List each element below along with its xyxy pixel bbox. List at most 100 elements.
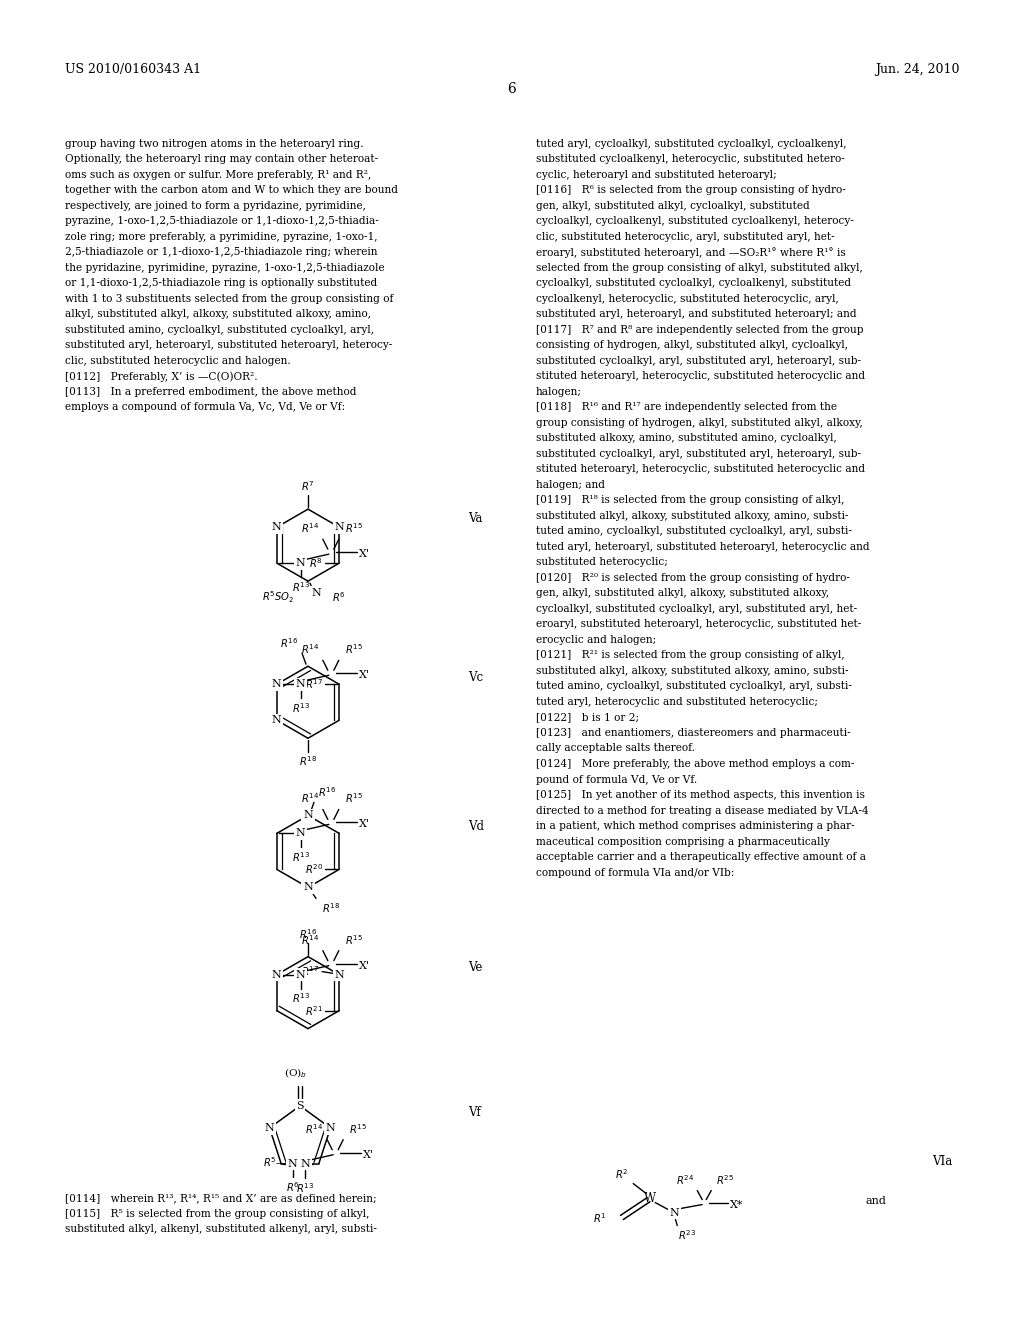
Text: substituted cycloalkenyl, heterocyclic, substituted hetero-: substituted cycloalkenyl, heterocyclic, … — [536, 154, 845, 164]
Text: [0124] More preferably, the above method employs a com-: [0124] More preferably, the above method… — [536, 759, 854, 770]
Text: N: N — [303, 882, 313, 892]
Text: [0122] b is 1 or 2;: [0122] b is 1 or 2; — [536, 713, 639, 722]
Text: N: N — [334, 970, 344, 979]
Text: [0116] R⁶ is selected from the group consisting of hydro-: [0116] R⁶ is selected from the group con… — [536, 185, 845, 195]
Text: $R^{15}$: $R^{15}$ — [345, 521, 362, 535]
Text: substituted alkyl, alkoxy, substituted alkoxy, amino, substi-: substituted alkyl, alkoxy, substituted a… — [536, 511, 848, 521]
Text: $R^{15}$: $R^{15}$ — [345, 933, 362, 946]
Text: $R^{14}$: $R^{14}$ — [301, 792, 318, 805]
Text: selected from the group consisting of alkyl, substituted alkyl,: selected from the group consisting of al… — [536, 263, 862, 273]
Text: cally acceptable salts thereof.: cally acceptable salts thereof. — [536, 743, 694, 754]
Text: VIa: VIa — [932, 1155, 952, 1168]
Text: substituted heterocyclic;: substituted heterocyclic; — [536, 557, 668, 568]
Text: $R^{23}$: $R^{23}$ — [678, 1229, 696, 1242]
Text: substituted alkyl, alkenyl, substituted alkenyl, aryl, substi-: substituted alkyl, alkenyl, substituted … — [65, 1225, 377, 1234]
Text: substituted amino, cycloalkyl, substituted cycloalkyl, aryl,: substituted amino, cycloalkyl, substitut… — [65, 325, 374, 335]
Text: employs a compound of formula Va, Vc, Vd, Ve or Vf:: employs a compound of formula Va, Vc, Vd… — [65, 403, 345, 412]
Text: $R^{18}$: $R^{18}$ — [299, 754, 317, 768]
Text: $R^{13}$: $R^{13}$ — [292, 701, 310, 715]
Text: N: N — [288, 1159, 298, 1168]
Text: $R^{14}$: $R^{14}$ — [305, 1122, 324, 1135]
Text: Vf: Vf — [468, 1106, 480, 1119]
Text: tuted amino, cycloalkyl, substituted cycloalkyl, aryl, substi-: tuted amino, cycloalkyl, substituted cyc… — [536, 681, 851, 692]
Text: $R^7$: $R^7$ — [301, 479, 314, 494]
Text: N: N — [296, 680, 306, 689]
Text: $R^1$: $R^1$ — [593, 1212, 606, 1225]
Text: substituted cycloalkyl, aryl, substituted aryl, heteroaryl, sub-: substituted cycloalkyl, aryl, substitute… — [536, 356, 860, 366]
Text: tuted aryl, cycloalkyl, substituted cycloalkyl, cycloalkenyl,: tuted aryl, cycloalkyl, substituted cycl… — [536, 139, 846, 149]
Text: substituted alkoxy, amino, substituted amino, cycloalkyl,: substituted alkoxy, amino, substituted a… — [536, 433, 837, 444]
Text: $R^6$: $R^6$ — [332, 590, 346, 605]
Text: N: N — [326, 1123, 335, 1133]
Text: $R^2$: $R^2$ — [614, 1167, 629, 1180]
Text: gen, alkyl, substituted alkyl, cycloalkyl, substituted: gen, alkyl, substituted alkyl, cycloalky… — [536, 201, 809, 211]
Text: clic, substituted heterocyclic, aryl, substituted aryl, het-: clic, substituted heterocyclic, aryl, su… — [536, 232, 835, 242]
Text: $R^{17}$: $R^{17}$ — [305, 677, 324, 692]
Text: 2,5-thiadiazole or 1,1-dioxo-1,2,5-thiadiazole ring; wherein: 2,5-thiadiazole or 1,1-dioxo-1,2,5-thiad… — [65, 247, 377, 257]
Text: cyclic, heteroaryl and substituted heteroaryl;: cyclic, heteroaryl and substituted heter… — [536, 170, 776, 180]
Text: $R^6$: $R^6$ — [286, 1180, 300, 1193]
Text: $R^{13}$: $R^{13}$ — [292, 991, 310, 1006]
Text: consisting of hydrogen, alkyl, substituted alkyl, cycloalkyl,: consisting of hydrogen, alkyl, substitut… — [536, 341, 848, 350]
Text: $R^{15}$: $R^{15}$ — [345, 643, 362, 656]
Text: N: N — [334, 523, 344, 532]
Text: pyrazine, 1-oxo-1,2,5-thiadiazole or 1,1-dioxo-1,2,5-thiadia-: pyrazine, 1-oxo-1,2,5-thiadiazole or 1,1… — [65, 216, 378, 226]
Text: N: N — [296, 558, 306, 568]
Text: Optionally, the heteroaryl ring may contain other heteroat-: Optionally, the heteroaryl ring may cont… — [65, 154, 378, 164]
Text: $R^{18}$: $R^{18}$ — [322, 902, 340, 915]
Text: [0118] R¹⁶ and R¹⁷ are independently selected from the: [0118] R¹⁶ and R¹⁷ are independently sel… — [536, 403, 837, 412]
Text: eroaryl, substituted heteroaryl, and —SO₂R¹° where R¹° is: eroaryl, substituted heteroaryl, and —SO… — [536, 247, 845, 257]
Text: zole ring; more preferably, a pyrimidine, pyrazine, 1-oxo-1,: zole ring; more preferably, a pyrimidine… — [65, 232, 377, 242]
Text: cycloalkyl, substituted cycloalkyl, cycloalkenyl, substituted: cycloalkyl, substituted cycloalkyl, cycl… — [536, 279, 851, 288]
Text: N: N — [296, 829, 306, 838]
Text: N: N — [300, 1159, 310, 1168]
Text: maceutical composition comprising a pharmaceutically: maceutical composition comprising a phar… — [536, 837, 829, 846]
Text: N: N — [303, 810, 313, 821]
Text: Va: Va — [468, 512, 482, 525]
Text: Ve: Ve — [468, 961, 482, 974]
Text: cycloalkyl, substituted cycloalkyl, aryl, substituted aryl, het-: cycloalkyl, substituted cycloalkyl, aryl… — [536, 605, 857, 614]
Text: N: N — [264, 1123, 274, 1133]
Text: [0117] R⁷ and R⁸ are independently selected from the group: [0117] R⁷ and R⁸ are independently selec… — [536, 325, 863, 335]
Text: $R^{14}$: $R^{14}$ — [301, 521, 318, 535]
Text: N: N — [272, 715, 282, 725]
Text: $R^{16}$: $R^{16}$ — [299, 927, 317, 941]
Text: X': X' — [358, 549, 370, 560]
Text: 6: 6 — [508, 82, 516, 96]
Text: [0121] R²¹ is selected from the group consisting of alkyl,: [0121] R²¹ is selected from the group co… — [536, 651, 844, 660]
Text: $R^{13}$: $R^{13}$ — [292, 581, 310, 594]
Text: $R^{24}$: $R^{24}$ — [676, 1172, 694, 1187]
Text: X*: X* — [730, 1200, 743, 1209]
Text: N: N — [272, 970, 282, 979]
Text: substituted aryl, heteroaryl, and substituted heteroaryl; and: substituted aryl, heteroaryl, and substi… — [536, 309, 856, 319]
Text: $R^{15}$: $R^{15}$ — [349, 1122, 368, 1135]
Text: [0113] In a preferred embodiment, the above method: [0113] In a preferred embodiment, the ab… — [65, 387, 356, 397]
Text: $R^{13}$: $R^{13}$ — [292, 850, 310, 865]
Text: [0114] wherein R¹³, R¹⁴, R¹⁵ and X’ are as defined herein;: [0114] wherein R¹³, R¹⁴, R¹⁵ and X’ are … — [65, 1193, 376, 1204]
Text: N: N — [296, 970, 306, 979]
Text: X': X' — [358, 671, 370, 680]
Text: US 2010/0160343 A1: US 2010/0160343 A1 — [65, 63, 201, 77]
Text: Vc: Vc — [468, 671, 483, 684]
Text: [0115] R⁵ is selected from the group consisting of alkyl,: [0115] R⁵ is selected from the group con… — [65, 1209, 369, 1218]
Text: or 1,1-dioxo-1,2,5-thiadiazole ring is optionally substituted: or 1,1-dioxo-1,2,5-thiadiazole ring is o… — [65, 279, 377, 288]
Text: the pyridazine, pyrimidine, pyrazine, 1-oxo-1,2,5-thiadiazole: the pyridazine, pyrimidine, pyrazine, 1-… — [65, 263, 384, 273]
Text: compound of formula VIa and/or VIb:: compound of formula VIa and/or VIb: — [536, 867, 734, 878]
Text: N: N — [311, 589, 321, 598]
Text: W: W — [644, 1192, 656, 1205]
Text: stituted heteroaryl, heterocyclic, substituted heterocyclic and: stituted heteroaryl, heterocyclic, subst… — [536, 371, 864, 381]
Text: Vd: Vd — [468, 820, 484, 833]
Text: [0125] In yet another of its method aspects, this invention is: [0125] In yet another of its method aspe… — [536, 789, 864, 800]
Text: [0119] R¹⁸ is selected from the group consisting of alkyl,: [0119] R¹⁸ is selected from the group co… — [536, 495, 844, 506]
Text: substituted cycloalkyl, aryl, substituted aryl, heteroaryl, sub-: substituted cycloalkyl, aryl, substitute… — [536, 449, 860, 459]
Text: with 1 to 3 substituents selected from the group consisting of: with 1 to 3 substituents selected from t… — [65, 293, 393, 304]
Text: S: S — [296, 1101, 304, 1111]
Text: directed to a method for treating a disease mediated by VLA-4: directed to a method for treating a dise… — [536, 805, 868, 816]
Text: (O)$_b$: (O)$_b$ — [284, 1067, 306, 1080]
Text: $R^{14}$: $R^{14}$ — [301, 933, 318, 946]
Text: $R^5SO_2$: $R^5SO_2$ — [261, 589, 294, 605]
Text: $R^{14}$: $R^{14}$ — [301, 643, 318, 656]
Text: Jun. 24, 2010: Jun. 24, 2010 — [874, 63, 959, 77]
Text: tuted amino, cycloalkyl, substituted cycloalkyl, aryl, substi-: tuted amino, cycloalkyl, substituted cyc… — [536, 527, 851, 536]
Text: erocyclic and halogen;: erocyclic and halogen; — [536, 635, 655, 645]
